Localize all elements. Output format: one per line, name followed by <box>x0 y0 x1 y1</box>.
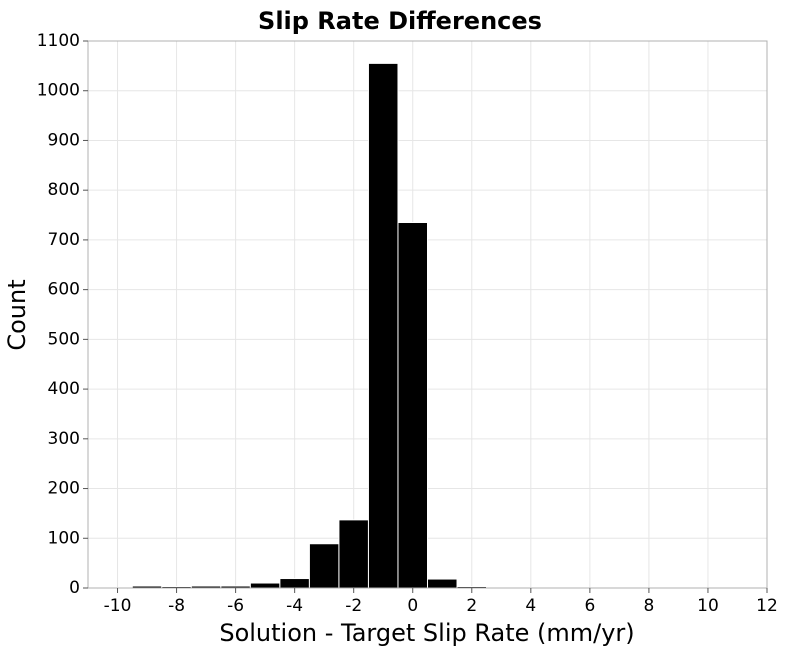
x-tick-label: 8 <box>643 596 654 616</box>
histogram-bar <box>249 582 281 589</box>
y-axis-label: Count <box>3 279 31 350</box>
x-tick-label: 6 <box>584 596 595 616</box>
chart-title: Slip Rate Differences <box>258 7 542 35</box>
histogram-bar <box>338 519 369 589</box>
histogram-bar <box>397 222 429 589</box>
y-tick-label: 400 <box>48 379 80 399</box>
x-tick-label: 0 <box>407 596 418 616</box>
x-axis-ticks: -10 -8 -6 -4 -2 0 2 4 6 8 10 12 <box>104 588 778 616</box>
x-tick-label: -2 <box>345 596 362 616</box>
x-tick-label: -4 <box>286 596 303 616</box>
y-tick-label: 0 <box>69 578 80 598</box>
y-tick-label: 600 <box>48 280 80 300</box>
x-axis-label: Solution - Target Slip Rate (mm/yr) <box>219 619 634 647</box>
x-tick-label: -8 <box>168 596 185 616</box>
x-tick-label: -6 <box>227 596 244 616</box>
histogram-bar <box>367 62 399 589</box>
y-tick-label: 700 <box>48 230 80 250</box>
y-axis-ticks: 0 100 200 300 400 500 600 700 800 900 1000 1100 <box>37 31 88 598</box>
x-tick-label: 10 <box>697 596 719 616</box>
y-tick-label: 500 <box>48 329 80 349</box>
histogram-bar <box>427 578 458 589</box>
bars <box>102 62 547 589</box>
y-tick-label: 300 <box>48 429 80 449</box>
y-tick-label: 900 <box>48 130 80 150</box>
x-tick-label: 12 <box>756 596 778 616</box>
y-tick-label: 1000 <box>37 81 80 101</box>
plot-frame <box>87 40 768 589</box>
y-tick-label: 200 <box>48 479 80 499</box>
y-tick-label: 100 <box>48 528 80 548</box>
x-tick-label: 4 <box>525 596 536 616</box>
histogram-bar <box>279 578 310 589</box>
y-tick-label: 1100 <box>37 31 80 51</box>
x-tick-label: 2 <box>466 596 477 616</box>
histogram-bar <box>308 543 340 589</box>
y-tick-label: 800 <box>48 180 80 200</box>
x-tick-label: -10 <box>104 596 132 616</box>
